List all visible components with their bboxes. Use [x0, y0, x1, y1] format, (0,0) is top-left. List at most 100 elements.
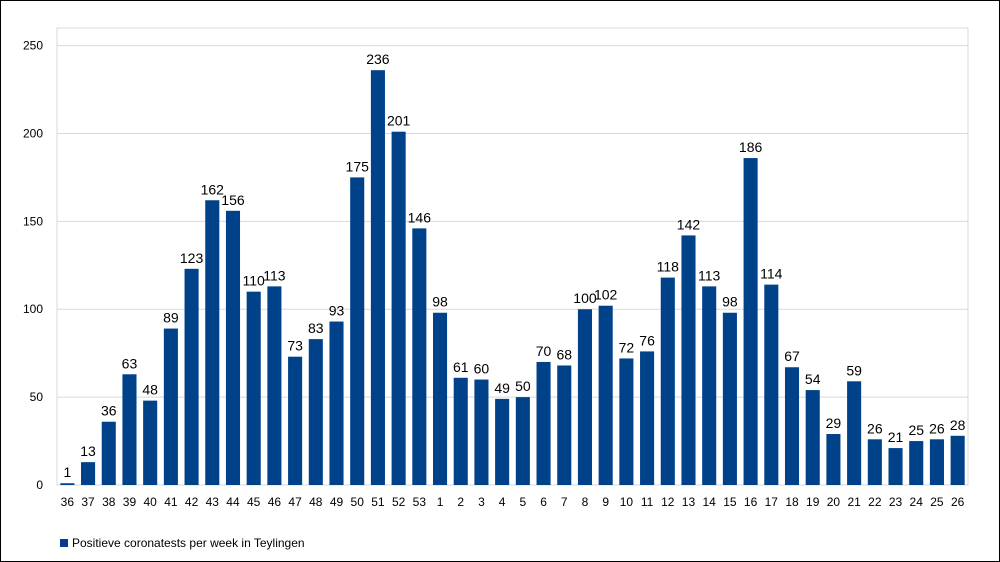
data-label: 156 [221, 192, 245, 208]
data-label: 123 [180, 250, 204, 266]
x-tick-label: 4 [499, 495, 506, 509]
x-tick-label: 45 [247, 495, 261, 509]
data-label: 118 [657, 259, 680, 275]
bar-week-14 [702, 286, 717, 485]
x-tick-label: 9 [602, 495, 609, 509]
data-label: 26 [929, 420, 945, 436]
bar-week-2 [453, 377, 468, 485]
bar-week-41 [163, 328, 178, 485]
x-tick-label: 11 [641, 495, 654, 509]
data-label: 25 [908, 422, 924, 438]
bar-week-4 [495, 398, 510, 485]
x-tick-label: 17 [765, 495, 779, 509]
x-tick-label: 20 [827, 495, 841, 509]
x-axis-ticks: 36 37 38 39 40 41 42 43 44 45 46 47 48 49 50 51 52 53 1 2 3 4… [61, 495, 965, 509]
x-tick-label: 44 [226, 495, 240, 509]
bar-week-46 [267, 286, 282, 485]
x-tick-label: 6 [540, 495, 547, 509]
data-label: 89 [163, 310, 179, 326]
bar-week-1 [432, 312, 448, 485]
bar-week-23 [888, 448, 903, 485]
x-tick-label: 50 [351, 495, 365, 509]
y-tick-label: 0 [36, 478, 43, 492]
data-label: 60 [474, 361, 490, 377]
data-label: 50 [515, 378, 531, 394]
legend-swatch [60, 539, 68, 547]
x-tick-label: 8 [582, 495, 589, 509]
data-label: 110 [243, 273, 266, 289]
data-label: 186 [739, 139, 763, 155]
data-label: 21 [888, 429, 904, 445]
data-label: 201 [387, 113, 411, 129]
x-tick-label: 12 [661, 495, 675, 509]
data-label: 93 [329, 303, 345, 319]
bars [60, 70, 965, 486]
x-tick-label: 42 [185, 495, 199, 509]
x-tick-label: 47 [288, 495, 302, 509]
data-label: 175 [346, 158, 370, 174]
bar-week-39 [122, 374, 137, 485]
x-tick-label: 22 [868, 495, 882, 509]
x-tick-label: 25 [930, 495, 944, 509]
x-tick-label: 39 [123, 495, 137, 509]
data-label: 76 [639, 332, 655, 348]
x-tick-label: 13 [682, 495, 696, 509]
data-label: 98 [432, 294, 448, 310]
data-label: 49 [494, 380, 510, 396]
x-tick-label: 49 [330, 495, 344, 509]
x-tick-label: 21 [847, 495, 861, 509]
data-label: 59 [846, 362, 862, 378]
bar-week-22 [867, 439, 882, 485]
bar-week-15 [722, 312, 737, 485]
bar-week-11 [640, 351, 655, 485]
x-tick-label: 1 [437, 495, 444, 509]
bar-week-10 [619, 358, 634, 485]
data-label: 36 [101, 403, 117, 419]
data-label: 162 [201, 181, 225, 197]
x-tick-label: 16 [744, 495, 758, 509]
data-label: 83 [308, 320, 324, 336]
x-tick-label: 23 [889, 495, 903, 509]
x-tick-label: 36 [61, 495, 75, 509]
bar-week-43 [205, 200, 220, 485]
legend: Positieve coronatests per week in Teylin… [60, 536, 305, 550]
bar-week-24 [909, 441, 924, 485]
bar-week-17 [764, 284, 779, 485]
bar-week-40 [143, 400, 158, 485]
data-label: 113 [698, 267, 721, 283]
x-tick-label: 43 [206, 495, 220, 509]
bar-week-16 [743, 158, 758, 486]
data-label: 100 [573, 290, 597, 306]
data-label: 1 [63, 464, 71, 480]
bar-week-47 [288, 356, 303, 485]
x-tick-label: 15 [723, 495, 737, 509]
bar-week-53 [412, 228, 427, 485]
x-tick-label: 41 [164, 495, 178, 509]
data-labels: 1133663488912316215611011373839317523620… [63, 51, 965, 480]
data-label: 48 [142, 382, 158, 398]
bar-week-7 [557, 365, 572, 485]
data-label: 28 [950, 417, 966, 433]
bar-week-36 [60, 483, 75, 485]
x-tick-label: 40 [143, 495, 157, 509]
bar-week-13 [681, 235, 696, 485]
data-label: 113 [263, 267, 286, 283]
bar-week-21 [847, 381, 862, 485]
bar-week-3 [474, 379, 489, 485]
legend-label: Positieve coronatests per week in Teylin… [72, 536, 305, 550]
data-label: 70 [536, 343, 552, 359]
x-tick-label: 48 [309, 495, 323, 509]
y-tick-label: 250 [23, 39, 43, 53]
x-tick-label: 14 [703, 495, 717, 509]
data-label: 73 [287, 338, 303, 354]
x-tick-label: 5 [520, 495, 527, 509]
bar-week-25 [929, 439, 944, 485]
bar-week-5 [515, 397, 530, 485]
x-tick-label: 52 [392, 495, 406, 509]
bar-week-52 [391, 131, 406, 485]
bar-week-42 [184, 268, 199, 485]
bar-week-49 [329, 321, 344, 485]
bar-week-48 [308, 339, 323, 485]
x-tick-label: 18 [785, 495, 799, 509]
